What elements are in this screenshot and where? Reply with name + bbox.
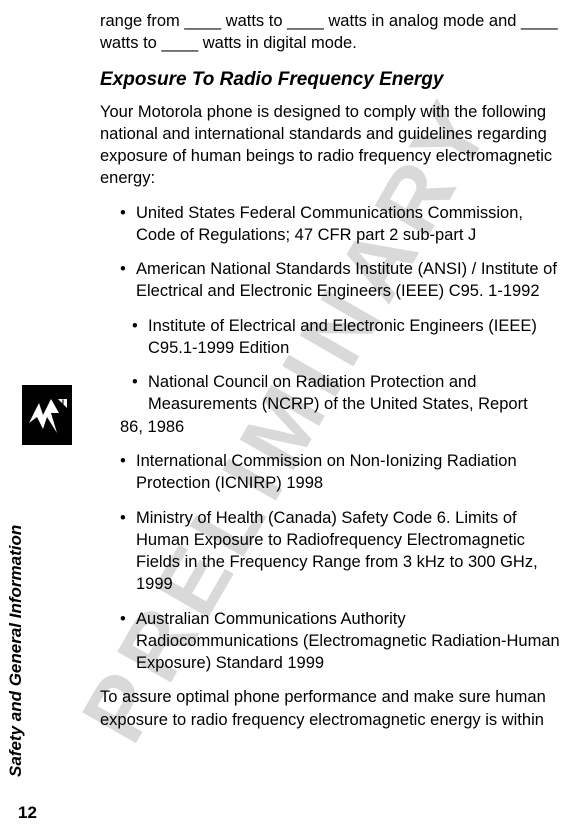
body-paragraph-2: To assure optimal phone performance and …: [100, 686, 563, 731]
intro-paragraph: range from ____ watts to ____ watts in a…: [100, 10, 563, 55]
list-item-wrap: 86, 1986: [120, 416, 563, 438]
section-heading: Exposure To Radio Frequency Energy: [100, 69, 563, 91]
body-paragraph-1: Your Motorola phone is designed to compl…: [100, 101, 563, 190]
list-item-text: National Council on Radiation Protection…: [148, 373, 528, 413]
page-number: 12: [18, 803, 37, 823]
list-item: United States Federal Communications Com…: [120, 202, 563, 247]
standards-list: United States Federal Communications Com…: [100, 202, 563, 675]
list-item: American National Standards Institute (A…: [120, 258, 563, 303]
page-content: range from ____ watts to ____ watts in a…: [0, 0, 577, 763]
list-item: Institute of Electrical and Electronic E…: [132, 315, 563, 360]
list-item: International Commission on Non-Ionizing…: [120, 450, 563, 495]
list-item: Ministry of Health (Canada) Safety Code …: [120, 507, 563, 596]
list-item: National Council on Radiation Protection…: [132, 371, 563, 438]
list-item: Australian Communications Authority Radi…: [120, 608, 563, 675]
